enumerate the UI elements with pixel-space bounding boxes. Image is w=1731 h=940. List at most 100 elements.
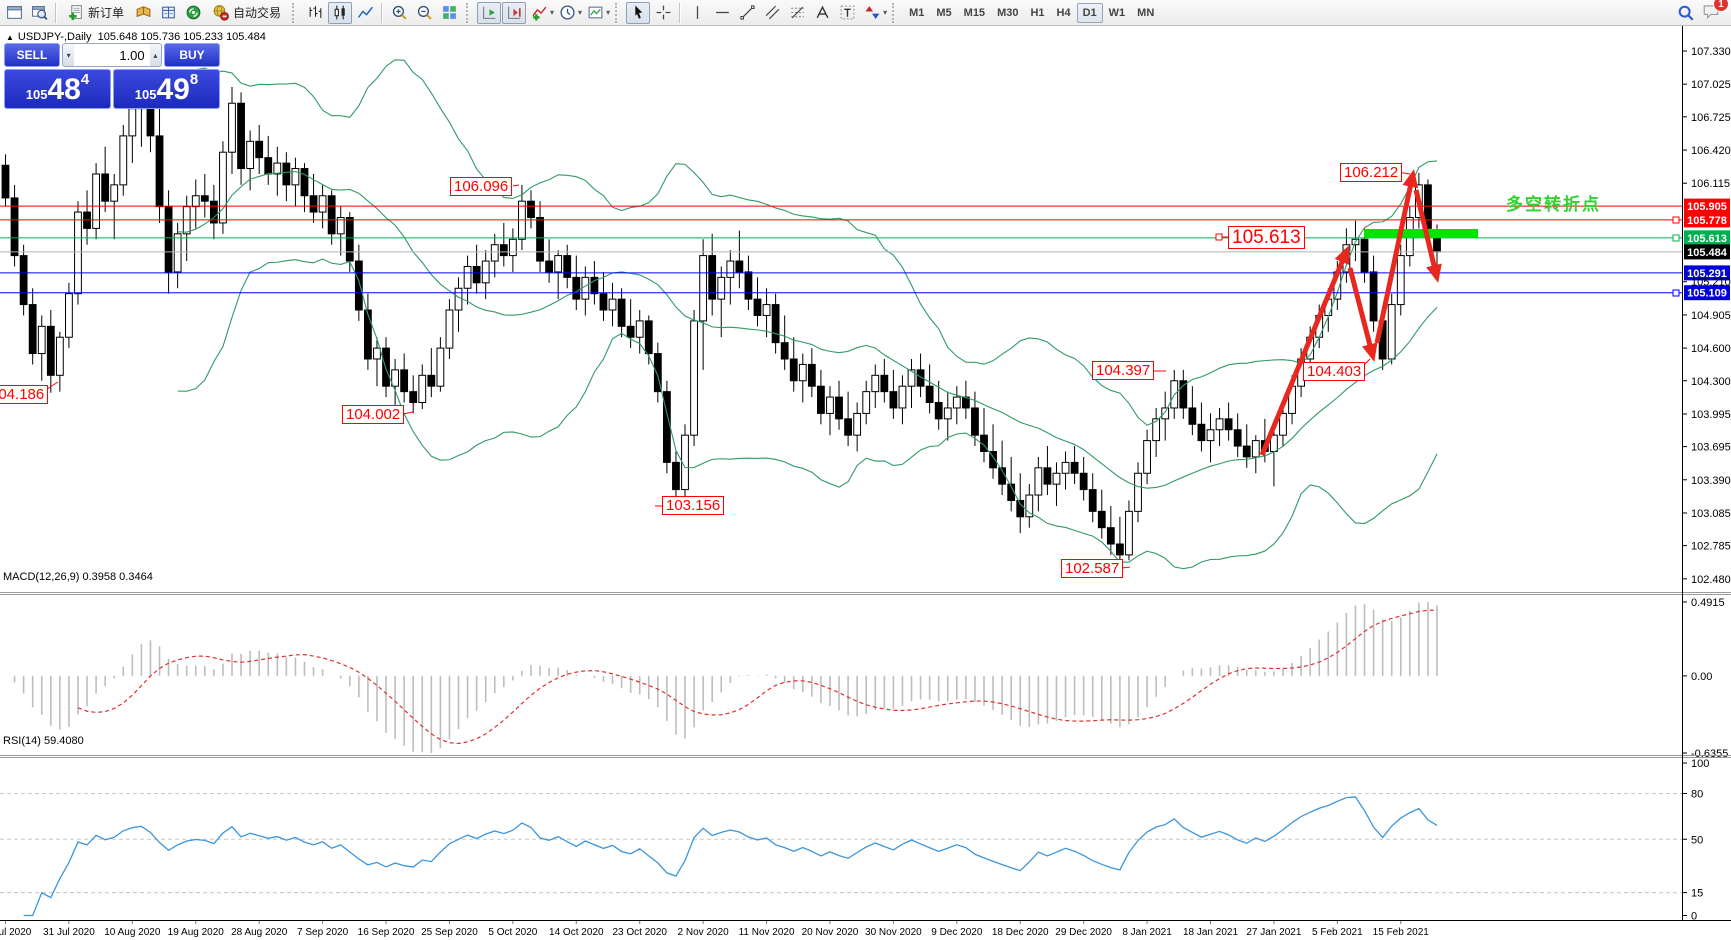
toolbar-grip xyxy=(615,2,621,23)
object-handle xyxy=(1672,234,1680,242)
timeframe-m30-button[interactable]: M30 xyxy=(991,3,1024,23)
timeframe-mn-button[interactable]: MN xyxy=(1131,3,1160,23)
bar-chart-type-button[interactable] xyxy=(303,2,327,24)
rsi-line xyxy=(23,796,1438,917)
text-button[interactable] xyxy=(810,2,834,24)
templates-dropdown-caret[interactable]: ▾ xyxy=(606,8,611,17)
price-callout[interactable]: 104.186 xyxy=(0,385,49,404)
date-tick-label: 11 Nov 2020 xyxy=(739,927,795,938)
chart-objects[interactable] xyxy=(0,169,1682,569)
arrows-button[interactable] xyxy=(860,2,884,24)
zoom-in-button[interactable] xyxy=(387,2,411,24)
chart-window[interactable]: 105.905 105.778 105.613 105.484 105.291 105.1… xyxy=(0,26,1731,940)
market-watch-button[interactable] xyxy=(131,2,155,24)
price-callout[interactable]: 106.212 xyxy=(1340,163,1403,182)
trend-arrow xyxy=(1374,169,1419,344)
price-callout[interactable]: 103.156 xyxy=(662,496,725,515)
svg-text:50: 50 xyxy=(1691,834,1703,846)
price-callout[interactable]: 104.002 xyxy=(342,405,405,424)
auto-scroll-button[interactable] xyxy=(477,1,502,24)
timeframe-w1-button[interactable]: W1 xyxy=(1103,3,1132,23)
navigator-button[interactable] xyxy=(181,2,205,24)
volume-up-button[interactable]: ▴ xyxy=(149,44,161,66)
timeframe-group: M1 M5 M15 M30 H1 H4 D1 W1 MN xyxy=(903,2,1160,23)
timeframe-h4-button[interactable]: H4 xyxy=(1051,3,1077,23)
buy-button[interactable]: BUY xyxy=(164,43,220,67)
turning-point-annotation[interactable]: 多空转折点 xyxy=(1506,195,1601,214)
cursor-button[interactable] xyxy=(626,1,651,24)
date-tick-label: 25 Sep 2020 xyxy=(421,927,478,938)
price-callout[interactable]: 102.587 xyxy=(1061,559,1124,578)
rsi-indicator-label: RSI(14) 59.4080 xyxy=(3,735,84,747)
date-tick-label: 16 Sep 2020 xyxy=(358,927,415,938)
horizontal-line-button[interactable] xyxy=(710,2,734,24)
arrows-dropdown-caret[interactable]: ▾ xyxy=(883,8,888,17)
new-order-button[interactable]: 新订单 xyxy=(61,2,130,24)
indicators-dropdown-caret[interactable]: ▾ xyxy=(550,8,555,17)
bollinger-bands xyxy=(177,59,1438,570)
svg-text:0.00: 0.00 xyxy=(1691,671,1712,683)
crosshair-button[interactable] xyxy=(651,2,675,24)
zoom-out-button[interactable] xyxy=(412,2,436,24)
svg-text:103.995: 103.995 xyxy=(1691,409,1731,421)
periods-button[interactable] xyxy=(555,2,579,24)
trade-panel-toggle-icon[interactable]: ▲ xyxy=(6,33,14,42)
main-toolbar: 新订单 自动交易 ▾ ▾ ▾ ▾ M1 M5 M15 M30 H1 H4 D1 W1 MN 1 xyxy=(0,0,1731,26)
periods-dropdown-caret[interactable]: ▾ xyxy=(578,8,583,17)
price-callout[interactable]: 105.613 xyxy=(1228,226,1305,249)
svg-text:105.613: 105.613 xyxy=(1687,233,1727,245)
svg-text:103.695: 103.695 xyxy=(1691,442,1731,454)
svg-text:100: 100 xyxy=(1691,758,1709,770)
tile-windows-button[interactable] xyxy=(437,2,461,24)
volume-input[interactable] xyxy=(74,44,150,66)
data-window-button[interactable] xyxy=(156,2,180,24)
price-axis[interactable]: 105.905 105.778 105.613 105.484 105.291 105.1… xyxy=(1682,46,1731,586)
trend-arrow xyxy=(1413,189,1442,283)
line-chart-type-button[interactable] xyxy=(353,2,377,24)
text-label-button[interactable] xyxy=(835,2,859,24)
rsi-panel[interactable]: 100 80 50 15 0 xyxy=(0,758,1709,923)
date-axis[interactable]: 22 Jul 2020 31 Jul 2020 10 Aug 2020 19 Aug … xyxy=(0,921,1429,938)
main-price-panel[interactable] xyxy=(0,59,1682,570)
trend-arrow xyxy=(1259,245,1350,456)
date-tick-label: 18 Jan 2021 xyxy=(1183,927,1238,938)
vertical-line-button[interactable] xyxy=(685,2,709,24)
price-callout[interactable]: 106.096 xyxy=(450,177,513,196)
macd-indicator-label: MACD(12,26,9) 0.3958 0.3464 xyxy=(3,571,153,583)
fibonacci-button[interactable] xyxy=(785,2,809,24)
timeframe-d1-button[interactable]: D1 xyxy=(1076,2,1103,23)
sell-price-button[interactable]: 105 48 4 xyxy=(4,69,111,109)
trendline-button[interactable] xyxy=(735,2,759,24)
timeframe-m1-button[interactable]: M1 xyxy=(903,3,930,23)
date-tick-label: 2 Nov 2020 xyxy=(678,927,730,938)
date-tick-label: 31 Jul 2020 xyxy=(43,927,95,938)
timeframe-h1-button[interactable]: H1 xyxy=(1024,3,1050,23)
price-callout[interactable]: 104.397 xyxy=(1092,361,1155,380)
equidistant-channel-button[interactable] xyxy=(760,2,784,24)
search-button[interactable] xyxy=(1674,2,1698,24)
svg-text:80: 80 xyxy=(1691,789,1703,801)
price-chart-canvas[interactable]: 105.905 105.778 105.613 105.484 105.291 105.1… xyxy=(0,26,1731,940)
timeframe-m5-button[interactable]: M5 xyxy=(930,3,957,23)
autotrading-icon xyxy=(213,5,229,21)
price-badge xyxy=(1684,198,1730,214)
svg-text:105.291: 105.291 xyxy=(1687,268,1727,280)
sell-button[interactable]: SELL xyxy=(4,43,60,67)
new-order-icon xyxy=(69,5,82,20)
new-chart-button[interactable] xyxy=(2,2,26,24)
templates-button[interactable] xyxy=(583,2,607,24)
profiles-button[interactable] xyxy=(27,2,51,24)
support-zone-bar xyxy=(1364,229,1478,238)
timeframe-m15-button[interactable]: M15 xyxy=(958,3,991,23)
autotrading-button[interactable]: 自动交易 xyxy=(206,2,287,24)
svg-text:105.484: 105.484 xyxy=(1687,247,1728,259)
candlestick-chart-type-button[interactable] xyxy=(328,1,353,24)
price-callout[interactable]: 104.403 xyxy=(1303,362,1366,381)
svg-text:15: 15 xyxy=(1691,888,1703,900)
volume-down-button[interactable]: ▾ xyxy=(63,44,75,66)
macd-signal-line xyxy=(77,609,1438,745)
indicators-button[interactable] xyxy=(527,2,551,24)
chart-shift-button[interactable] xyxy=(502,1,527,24)
buy-price-button[interactable]: 105 49 8 xyxy=(113,69,220,109)
